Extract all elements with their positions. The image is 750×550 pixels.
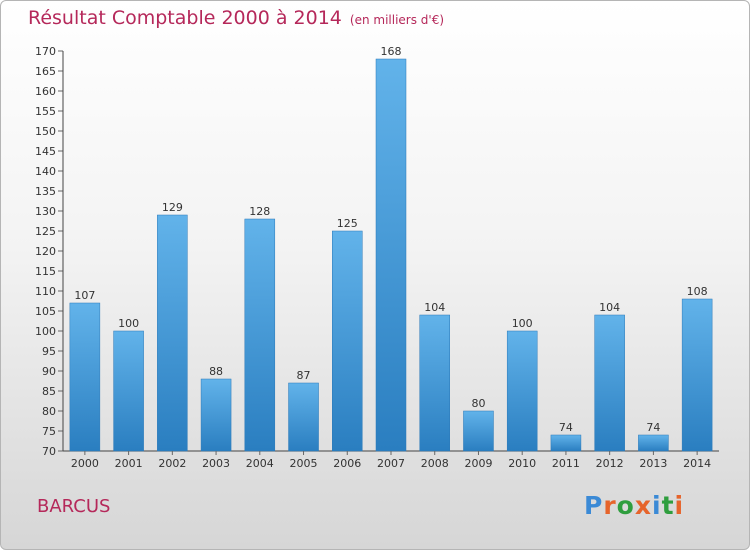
bar-2011: [550, 434, 582, 452]
chart-unit: (en milliers d'€): [349, 13, 445, 27]
value-label-2011: 74: [559, 421, 573, 434]
bar-2000: [69, 302, 101, 452]
y-tick-label: 150: [35, 125, 56, 138]
y-tick-label: 115: [35, 265, 56, 278]
value-label-2003: 88: [209, 365, 223, 378]
y-tick-label: 70: [42, 445, 56, 458]
bar-2005: [288, 382, 319, 452]
y-tick-label: 130: [35, 205, 56, 218]
x-tick-label-2011: 2011: [552, 457, 580, 470]
value-label-2009: 80: [471, 397, 485, 410]
x-tick-label-2005: 2005: [290, 457, 318, 470]
value-label-2004: 128: [249, 205, 270, 218]
logo-letter: i: [674, 491, 685, 520]
bar-2001: [113, 330, 144, 452]
bar-2009: [463, 410, 494, 452]
bar-2010: [506, 330, 538, 452]
value-label-2001: 100: [118, 317, 139, 330]
x-tick-label-2001: 2001: [115, 457, 143, 470]
logo-letter: o: [616, 491, 635, 520]
x-tick-label-2010: 2010: [508, 457, 536, 470]
y-tick-label: 135: [35, 185, 56, 198]
logo-letter: i: [652, 491, 662, 520]
x-tick-label-2002: 2002: [158, 457, 186, 470]
bar-2003: [200, 378, 232, 452]
value-label-2010: 100: [512, 317, 533, 330]
bar-2013: [638, 434, 669, 452]
logo-letter: r: [603, 491, 617, 520]
value-label-2002: 129: [162, 201, 183, 214]
x-tick-label-2000: 2000: [71, 457, 99, 470]
value-label-2014: 108: [687, 285, 708, 298]
y-tick-label: 125: [35, 225, 56, 238]
x-tick-label-2014: 2014: [683, 457, 711, 470]
y-tick-label: 75: [42, 425, 56, 438]
bar-2002: [157, 214, 188, 452]
commune-name: BARCUS: [37, 496, 111, 517]
logo-letter: t: [661, 491, 675, 520]
bar-2008: [419, 314, 450, 452]
y-tick-label: 160: [35, 85, 56, 98]
x-tick-label-2008: 2008: [421, 457, 449, 470]
y-tick-label: 80: [42, 405, 56, 418]
x-tick-label-2003: 2003: [202, 457, 230, 470]
x-tick-label-2004: 2004: [246, 457, 274, 470]
y-tick-label: 105: [35, 305, 56, 318]
x-tick-label-2012: 2012: [596, 457, 624, 470]
bar-2004: [244, 218, 276, 452]
y-tick-label: 85: [42, 385, 56, 398]
y-tick-label: 100: [35, 325, 56, 338]
logo-letter: P: [584, 491, 604, 520]
y-tick-label: 155: [35, 105, 56, 118]
y-tick-label: 110: [35, 285, 56, 298]
logo-letter: x: [634, 491, 652, 520]
x-tick-label-2009: 2009: [464, 457, 492, 470]
y-tick-label: 95: [42, 345, 56, 358]
bar-2014: [681, 298, 713, 452]
y-tick-label: 165: [35, 65, 56, 78]
y-tick-label: 170: [35, 45, 56, 58]
bar-2012: [594, 314, 625, 452]
x-tick-label-2007: 2007: [377, 457, 405, 470]
value-label-2006: 125: [337, 217, 358, 230]
bar-2007: [375, 58, 407, 452]
bar-2006: [332, 230, 363, 452]
value-label-2013: 74: [646, 421, 660, 434]
y-tick-label: 90: [42, 365, 56, 378]
y-tick-label: 120: [35, 245, 56, 258]
chart-title: Résultat Comptable 2000 à 2014: [28, 7, 342, 29]
value-label-2007: 168: [381, 45, 402, 58]
value-label-2008: 104: [424, 301, 445, 314]
y-tick-label: 145: [35, 145, 56, 158]
x-tick-label-2013: 2013: [639, 457, 667, 470]
value-label-2000: 107: [74, 289, 95, 302]
x-tick-label-2006: 2006: [333, 457, 361, 470]
proxiti-logo: Proxiti: [584, 491, 684, 520]
y-tick-label: 140: [35, 165, 56, 178]
value-label-2012: 104: [599, 301, 620, 314]
value-label-2005: 87: [297, 369, 311, 382]
chart-title-block: Résultat Comptable 2000 à 2014 (en millie…: [28, 7, 444, 29]
